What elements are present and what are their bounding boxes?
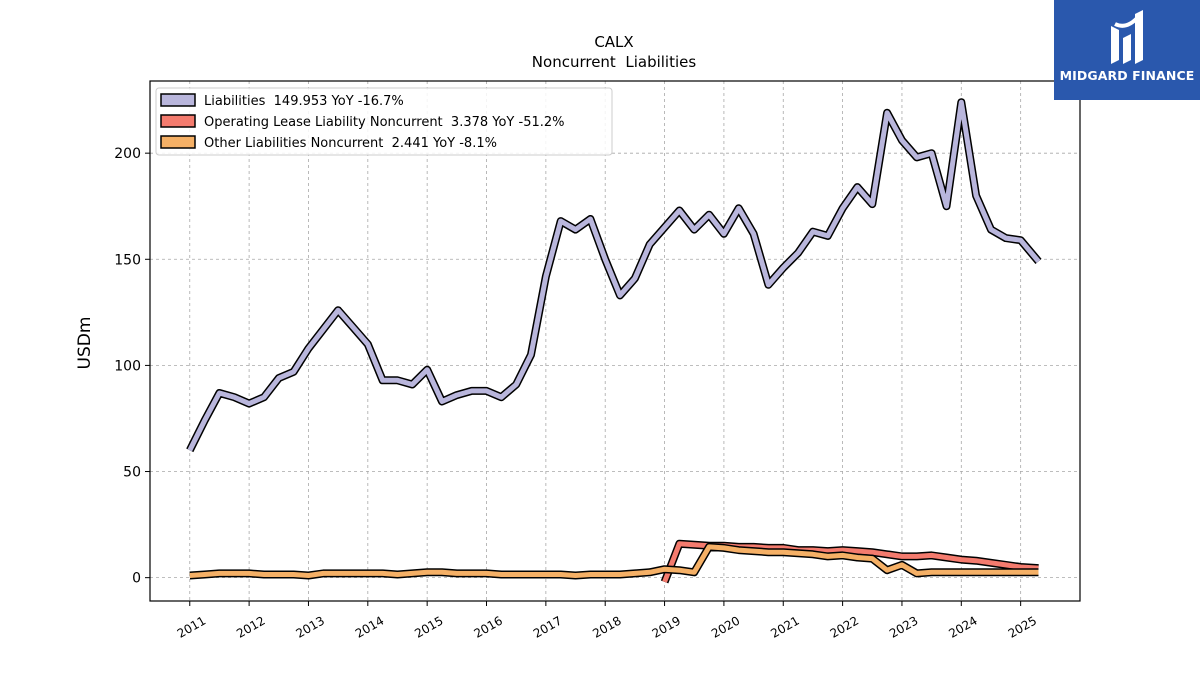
x-tick-label: 2016 xyxy=(472,613,505,640)
legend-swatch xyxy=(160,114,196,128)
legend-label: Operating Lease Liability Noncurrent 3.3… xyxy=(204,115,565,130)
legend-swatch xyxy=(160,93,196,107)
x-tick-label: 2017 xyxy=(531,613,564,640)
chart-subtitle: Noncurrent Liabilities xyxy=(532,53,697,71)
x-tick-label: 2012 xyxy=(234,613,267,640)
brand-logo: MIDGARD FINANCE xyxy=(1054,0,1200,100)
series-liabilities xyxy=(186,98,1042,453)
series-other-liabilities-noncurrent xyxy=(189,542,1039,580)
brand-name: MIDGARD FINANCE xyxy=(1059,68,1195,83)
brand-mark-icon xyxy=(1111,10,1143,64)
x-tick-label: 2021 xyxy=(768,613,801,640)
y-tick-label: 50 xyxy=(123,465,141,481)
plot-frame xyxy=(149,80,1081,602)
series-layer xyxy=(186,98,1042,584)
x-tick-label: 2014 xyxy=(353,613,386,640)
legend-box xyxy=(155,87,613,156)
x-tick-label: 2023 xyxy=(887,613,920,640)
x-tick-label: 2022 xyxy=(828,613,861,640)
x-tick-label: 2019 xyxy=(650,613,683,640)
x-tick-label: 2015 xyxy=(412,613,445,640)
series-line xyxy=(187,99,1041,452)
legend: Liabilities 149.953 YoY -16.7% Operating … xyxy=(155,87,613,156)
legend-label: Other Liabilities Noncurrent 2.441 YoY -… xyxy=(204,136,497,151)
x-tick-label: 2020 xyxy=(709,613,742,640)
y-tick-label: 150 xyxy=(114,252,141,268)
grid-lines xyxy=(150,81,1080,601)
series-line xyxy=(189,544,1039,578)
chart-title: CALX xyxy=(594,33,633,51)
y-tick-label: 100 xyxy=(114,358,141,374)
y-tick-label: 200 xyxy=(114,146,141,162)
legend-label: Liabilities 149.953 YoY -16.7% xyxy=(204,94,404,109)
x-tick-label: 2025 xyxy=(1006,613,1039,640)
legend-swatch xyxy=(160,135,196,149)
x-tick-label: 2013 xyxy=(294,613,327,640)
y-axis-label: USDm xyxy=(75,317,95,370)
x-tick-label: 2011 xyxy=(175,613,208,640)
x-tick-label: 2018 xyxy=(590,613,623,640)
x-tick-label: 2024 xyxy=(946,613,979,640)
y-tick-label: 0 xyxy=(132,571,141,587)
